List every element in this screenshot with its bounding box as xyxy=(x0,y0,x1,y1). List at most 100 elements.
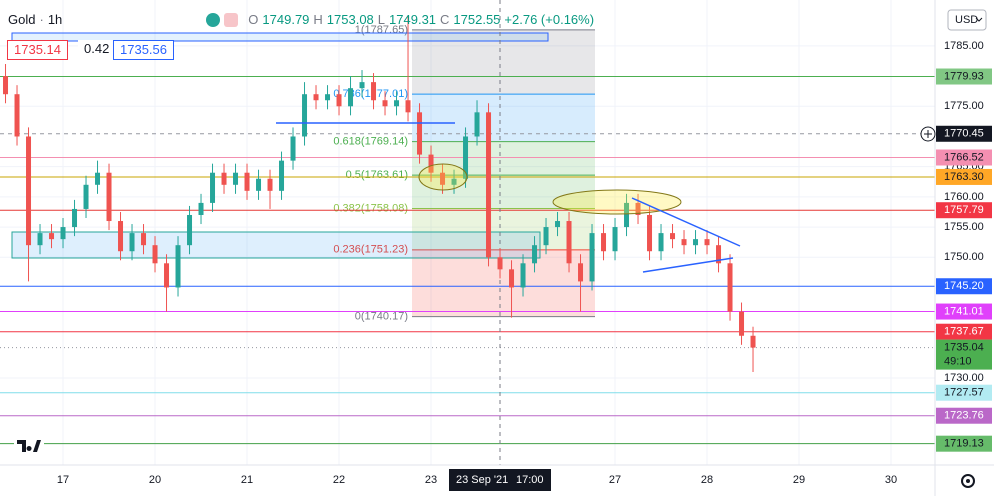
price-label-box xyxy=(936,384,992,401)
x-tick-label: 28 xyxy=(701,474,713,486)
candle-body xyxy=(681,239,687,246)
zone-rectangle xyxy=(11,231,541,259)
candle-body xyxy=(14,94,20,137)
candle-body xyxy=(141,233,147,246)
status-icon[interactable] xyxy=(206,12,221,27)
price-label-box xyxy=(936,168,992,185)
candle-body xyxy=(670,233,676,240)
price-label-box xyxy=(936,125,992,142)
candle-body xyxy=(325,94,331,101)
candle-body xyxy=(336,94,342,107)
candle-body xyxy=(267,178,273,191)
candle-body xyxy=(152,245,158,264)
candle-body xyxy=(428,154,434,173)
candle-body xyxy=(520,263,526,288)
price-label-box xyxy=(936,435,992,452)
price-label-box xyxy=(936,323,992,340)
candle-body xyxy=(486,112,492,258)
highlight-ellipse xyxy=(552,189,682,215)
candle-body xyxy=(221,172,227,185)
x-tick-label: 21 xyxy=(241,474,253,486)
price-label: 1745.20 xyxy=(944,280,984,292)
candle-body xyxy=(509,269,515,288)
close-label: C xyxy=(440,12,450,27)
low: 1749.31 xyxy=(389,12,437,27)
y-tick-label: 1730.00 xyxy=(944,372,984,384)
settings-button[interactable] xyxy=(961,474,975,488)
open-label: O xyxy=(248,12,259,27)
fib-label: 0.382(1758.08) xyxy=(333,202,408,214)
trend-line xyxy=(642,257,734,273)
candle-body xyxy=(543,227,549,246)
candle-body xyxy=(348,88,354,107)
fib-label: 0(1740.17) xyxy=(355,311,408,323)
candle-body xyxy=(210,172,216,203)
legend: Gold · 1h O 1749.79 H 1753.08 L 1749.31 C 175… xyxy=(8,12,594,27)
candle-body xyxy=(290,136,296,161)
y-tick-label: 1785.00 xyxy=(944,40,984,52)
candle-body xyxy=(704,239,710,246)
dropdown-icon xyxy=(975,17,983,22)
candle-body xyxy=(118,221,124,252)
fib-label: 0.5(1763.61) xyxy=(346,169,408,181)
close: 1752.55 xyxy=(453,12,501,27)
price-label-box xyxy=(936,149,992,166)
y-tick-label: 1755.00 xyxy=(944,221,984,233)
candle-body xyxy=(83,184,89,209)
x-tick-label: 20 xyxy=(149,474,161,486)
candle-body xyxy=(440,172,446,185)
spread: 0.42 xyxy=(78,40,116,58)
candles xyxy=(3,15,756,372)
price-label: 1766.52 xyxy=(944,151,984,163)
candle-body xyxy=(382,100,388,107)
candle-body xyxy=(750,335,756,348)
candle-body xyxy=(175,245,181,288)
candle-body xyxy=(394,100,400,107)
candle-body xyxy=(72,208,78,228)
candle-body xyxy=(497,257,503,270)
fib-label: 0.236(1751.23) xyxy=(333,244,408,256)
price-label: 1757.79 xyxy=(944,204,984,216)
price-label: 1727.57 xyxy=(944,387,984,399)
trend-line xyxy=(631,197,741,247)
candle-body xyxy=(95,172,101,185)
x-tick-label: 29 xyxy=(793,474,805,486)
candle-body xyxy=(198,202,204,215)
candle-body xyxy=(187,214,193,246)
candle-body xyxy=(647,214,653,252)
candle-body xyxy=(256,178,262,191)
candle-body xyxy=(589,233,595,282)
candle-body xyxy=(233,172,239,185)
price-label-box xyxy=(936,202,992,219)
fib-band xyxy=(412,94,595,142)
change: +2.76 (+0.16%) xyxy=(504,12,595,27)
candle-body xyxy=(244,172,250,191)
price-label: 1737.67 xyxy=(944,326,984,338)
candle-body xyxy=(463,136,469,179)
x-tick-label: 22 xyxy=(333,474,345,486)
price-label: 1741.01 xyxy=(944,305,984,317)
candle-body xyxy=(739,311,745,336)
open: 1749.79 xyxy=(262,12,310,27)
candle-body xyxy=(716,245,722,264)
crosshair-date: 23 Sep '21 xyxy=(456,474,508,486)
bid-button[interactable]: 1735.14 xyxy=(7,40,68,60)
candle-body xyxy=(566,221,572,264)
price-label: 1719.13 xyxy=(944,438,984,450)
crosshair-time-box xyxy=(449,469,551,491)
price-label: 1763.30 xyxy=(944,171,984,183)
x-tick-label: 23 xyxy=(425,474,437,486)
countdown: 49:10 xyxy=(944,356,972,368)
candle-body xyxy=(37,233,43,246)
price-label: 1770.45 xyxy=(944,128,984,140)
market-icon[interactable] xyxy=(224,12,239,27)
currency-button[interactable] xyxy=(947,9,987,31)
price-label-box xyxy=(936,303,992,320)
ask-button[interactable]: 1735.56 xyxy=(113,40,174,60)
highlight-ellipse xyxy=(418,163,468,191)
candle-body xyxy=(106,172,112,222)
symbol: Gold xyxy=(8,12,36,27)
low-label: L xyxy=(377,12,386,27)
